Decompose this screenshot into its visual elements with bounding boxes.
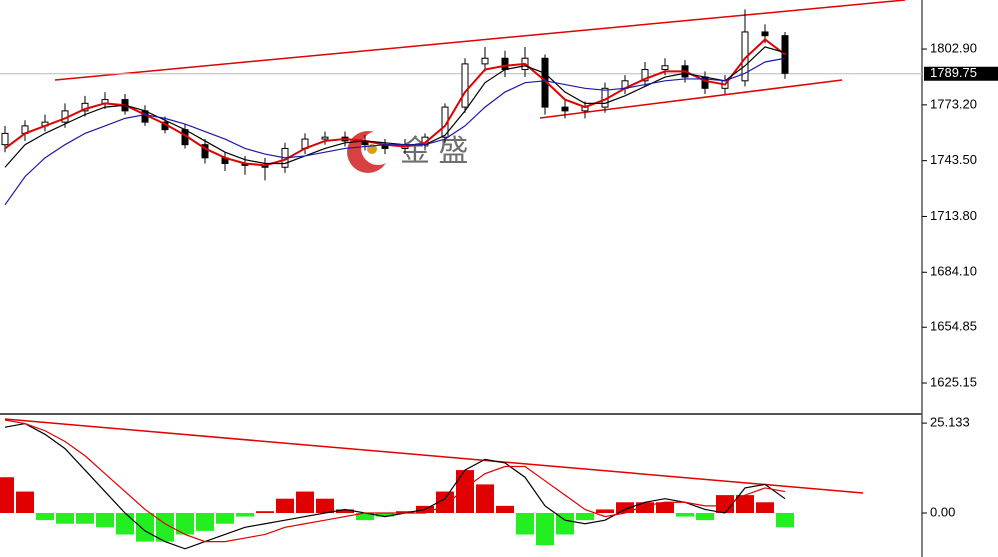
current-price: 1789.75: [930, 65, 977, 80]
candle-body: [201, 144, 209, 159]
histogram-bar: [276, 498, 294, 514]
watermark-logo: [361, 131, 395, 165]
y-tick-label: 1684.10: [930, 264, 977, 279]
y-tick-label: 1654.85: [930, 319, 977, 334]
histogram-bar: [136, 513, 154, 542]
histogram-bar: [756, 502, 774, 514]
histogram-bar: [696, 513, 714, 521]
candle-body: [561, 106, 569, 112]
histogram-bar: [776, 513, 794, 528]
histogram-bar: [216, 513, 234, 524]
histogram-bar: [456, 470, 474, 514]
histogram-bar: [56, 513, 74, 524]
trend-line: [4, 418, 864, 494]
candle-body: [321, 136, 329, 140]
y-tick-label: 1713.80: [930, 208, 977, 223]
candle-body: [761, 31, 769, 37]
ma-line: [4, 422, 786, 550]
histogram-bar: [476, 484, 494, 514]
ma-line: [4, 419, 786, 543]
histogram-bar: [16, 491, 34, 514]
candle-body: [661, 65, 669, 71]
y-tick-label: 1625.15: [930, 374, 977, 389]
price-box: [924, 66, 998, 81]
candle-body: [481, 57, 489, 65]
ma-line: [4, 38, 786, 167]
trend-line: [54, 0, 906, 81]
histogram-bar: [716, 495, 734, 514]
histogram-bar: [236, 513, 254, 517]
histogram-bar: [576, 513, 594, 521]
histogram-bar: [96, 513, 114, 528]
y-tick-label: 1773.20: [930, 96, 977, 111]
histogram-bar: [76, 513, 94, 524]
histogram-bar: [736, 495, 754, 514]
histogram-bar: [636, 502, 654, 514]
histogram-bar: [296, 491, 314, 514]
y-tick-label: 0.00: [930, 504, 955, 519]
histogram-bar: [336, 509, 354, 514]
ma-line: [4, 57, 786, 206]
histogram-bar: [0, 477, 14, 514]
histogram-bar: [656, 502, 674, 514]
histogram-bar: [596, 509, 614, 514]
histogram-bar: [616, 502, 634, 514]
histogram-bar: [116, 513, 134, 535]
ma-line: [4, 46, 786, 168]
histogram-bar: [556, 513, 574, 535]
histogram-bar: [256, 511, 274, 514]
histogram-bar: [196, 513, 214, 531]
y-tick-label: 1743.50: [930, 152, 977, 167]
candle-body: [461, 63, 469, 108]
histogram-bar: [516, 513, 534, 535]
trend-line: [539, 79, 843, 119]
histogram-bar: [376, 513, 394, 517]
histogram-bar: [176, 513, 194, 535]
y-tick-label: 1802.90: [930, 40, 977, 55]
candle-body: [641, 69, 649, 82]
histogram-bar: [496, 505, 514, 514]
candle-body: [1, 132, 9, 146]
histogram-bar: [316, 498, 334, 514]
histogram-bar: [356, 513, 374, 521]
histogram-bar: [36, 513, 54, 521]
histogram-bar: [536, 513, 554, 546]
histogram-bar: [676, 513, 694, 517]
candle-body: [501, 57, 509, 71]
candle-body: [781, 35, 789, 74]
y-tick-label: 25.133: [930, 415, 970, 430]
histogram-bar: [396, 511, 414, 514]
